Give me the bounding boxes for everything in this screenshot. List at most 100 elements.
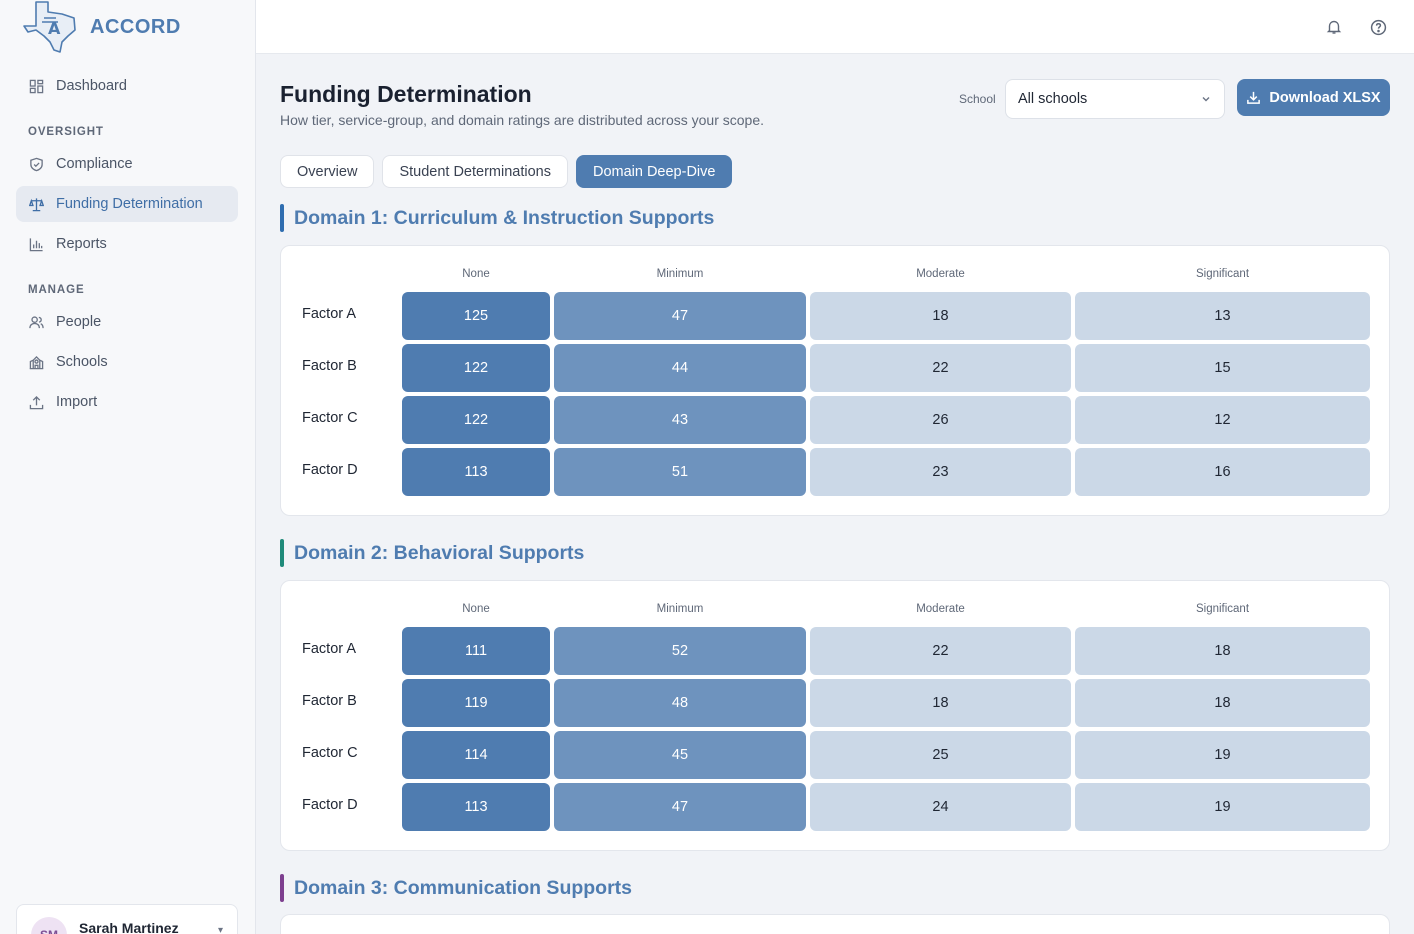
heatmap-cell: 18 <box>1075 627 1370 675</box>
row-label: Factor D <box>302 797 358 813</box>
heatmap-cell: 48 <box>554 679 806 727</box>
school-select[interactable]: All schools <box>1005 79 1225 119</box>
sidebar-item-label: Dashboard <box>56 78 127 94</box>
heatmap-cell: 125 <box>402 292 550 340</box>
heatmap-cell: 111 <box>402 627 550 675</box>
chevron-down-icon <box>1200 93 1212 105</box>
scale-icon <box>28 196 44 212</box>
sidebar-item-label: Funding Determination <box>56 196 203 212</box>
user-name: Sarah Martinez <box>79 920 179 934</box>
heatmap-cell: 13 <box>1075 292 1370 340</box>
row-label: Factor C <box>302 745 358 761</box>
user-menu[interactable]: SM Sarah Martinez ▾ <box>16 904 238 934</box>
domain-accent-bar <box>280 874 284 902</box>
heatmap-cell: 44 <box>554 344 806 392</box>
sidebar-item-reports[interactable]: Reports <box>16 226 238 262</box>
sidebar-item-label: Schools <box>56 354 108 370</box>
column-header-significant: Significant <box>1195 268 1250 280</box>
heatmap-cell: 52 <box>554 627 806 675</box>
sidebar-item-compliance[interactable]: Compliance <box>16 146 238 182</box>
heatmap-cell: 18 <box>810 292 1071 340</box>
domain-title-text: Domain 3: Communication Supports <box>294 876 633 899</box>
row-label: Factor A <box>302 306 356 322</box>
tab-overview[interactable]: Overview <box>280 155 375 188</box>
download-icon <box>1246 90 1261 105</box>
heatmap-cell: 51 <box>554 448 806 496</box>
column-header-none: None <box>462 268 490 280</box>
bar-chart-icon <box>28 236 44 252</box>
domain-1-card: None Minimum Moderate Significant Factor… <box>280 245 1390 516</box>
column-header-significant: Significant <box>1195 603 1250 615</box>
section-title-manage: MANAGE <box>28 284 85 296</box>
column-header-moderate: Moderate <box>916 603 965 615</box>
sidebar-item-label: Reports <box>56 236 107 252</box>
upload-icon <box>28 394 44 410</box>
texas-logo-icon: A <box>23 1 76 53</box>
column-header-minimum: Minimum <box>656 603 704 615</box>
sidebar-item-dashboard[interactable]: Dashboard <box>16 68 238 104</box>
heatmap-cell: 26 <box>810 396 1071 444</box>
chevron-up-down-icon: ▾ <box>217 925 223 934</box>
heatmap-cell: 16 <box>1075 448 1370 496</box>
heatmap-cell: 47 <box>554 783 806 831</box>
heatmap-cell: 22 <box>810 344 1071 392</box>
column-header-minimum: Minimum <box>656 268 704 280</box>
heatmap-cell: 23 <box>810 448 1071 496</box>
bell-icon[interactable] <box>1323 16 1345 38</box>
avatar: SM <box>31 917 67 934</box>
domain-accent-bar <box>280 539 284 567</box>
heatmap-cell: 22 <box>810 627 1071 675</box>
heatmap-cell: 19 <box>1075 783 1370 831</box>
brand[interactable]: A ACCORD <box>22 0 181 54</box>
heatmap-cell: 18 <box>810 679 1071 727</box>
heatmap-cell: 18 <box>1075 679 1370 727</box>
dashboard-icon <box>28 78 44 94</box>
sidebar-item-label: Compliance <box>56 156 133 172</box>
row-label: Factor D <box>302 462 358 478</box>
heatmap-cell: 122 <box>402 396 550 444</box>
column-header-moderate: Moderate <box>916 268 965 280</box>
sidebar-item-funding-determination[interactable]: Funding Determination <box>16 186 238 222</box>
download-label: Download XLSX <box>1269 89 1381 106</box>
heatmap-cell: 47 <box>554 292 806 340</box>
domain-3-title: Domain 3: Communication Supports <box>280 874 632 902</box>
school-filter-label: School <box>959 92 996 106</box>
heatmap-cell: 43 <box>554 396 806 444</box>
heatmap-cell: 12 <box>1075 396 1370 444</box>
heatmap-cell: 114 <box>402 731 550 779</box>
sidebar: A ACCORD Dashboard OVERSIGHT Compliance … <box>0 0 256 934</box>
heatmap-cell: 24 <box>810 783 1071 831</box>
sidebar-item-import[interactable]: Import <box>16 384 238 420</box>
heatmap-cell: 113 <box>402 783 550 831</box>
row-label: Factor B <box>302 358 357 374</box>
heatmap-cell: 113 <box>402 448 550 496</box>
row-label: Factor A <box>302 641 356 657</box>
school-icon <box>28 354 44 370</box>
sidebar-item-label: Import <box>56 394 98 410</box>
heatmap-cell: 45 <box>554 731 806 779</box>
heatmap-cell: 19 <box>1075 731 1370 779</box>
tab-student-determinations[interactable]: Student Determinations <box>382 155 568 188</box>
help-icon[interactable] <box>1367 16 1389 38</box>
topbar <box>256 0 1414 54</box>
section-title-oversight: OVERSIGHT <box>28 126 104 138</box>
domain-accent-bar <box>280 204 284 232</box>
sidebar-item-people[interactable]: People <box>16 304 238 340</box>
page-title: Funding Determination <box>280 81 532 107</box>
heatmap-cell: 122 <box>402 344 550 392</box>
sidebar-nav: Dashboard OVERSIGHT Compliance Funding D… <box>16 68 238 424</box>
heatmap-cell: 15 <box>1075 344 1370 392</box>
sidebar-item-label: People <box>56 314 102 330</box>
tab-domain-deep-dive[interactable]: Domain Deep-Dive <box>575 155 733 188</box>
sidebar-item-schools[interactable]: Schools <box>16 344 238 380</box>
column-header-none: None <box>462 603 490 615</box>
page-subtitle: How tier, service-group, and domain rati… <box>280 112 765 128</box>
download-xlsx-button[interactable]: Download XLSX <box>1237 79 1390 116</box>
shield-icon <box>28 156 44 172</box>
people-icon <box>28 314 44 330</box>
heatmap-cell: 25 <box>810 731 1071 779</box>
school-select-value: All schools <box>1018 91 1088 107</box>
view-tabs: Overview Student Determinations Domain D… <box>280 155 733 188</box>
domain-2-title: Domain 2: Behavioral Supports <box>280 539 584 567</box>
domain-title-text: Domain 1: Curriculum & Instruction Suppo… <box>294 206 715 229</box>
